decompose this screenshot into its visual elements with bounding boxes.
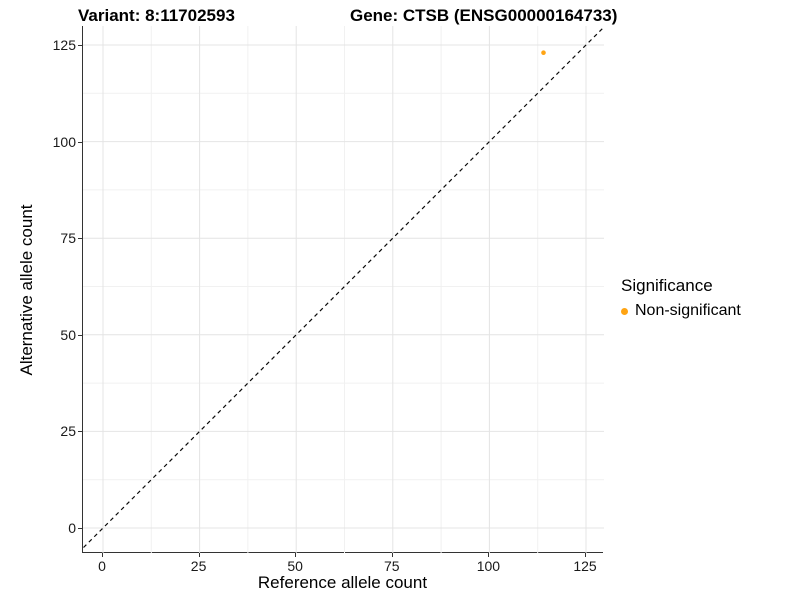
x-axis-title: Reference allele count (257, 573, 428, 592)
y-tick-mark (78, 141, 82, 143)
x-tick-label: 75 (384, 558, 400, 574)
y-tick-mark (78, 45, 82, 46)
plot-panel (82, 26, 604, 553)
x-tick-mark (198, 553, 200, 557)
legend: Significance Non-significant (621, 276, 741, 320)
gene-title: Gene: CTSB (ENSG00000164733) (350, 6, 618, 25)
y-tick-mark (78, 334, 82, 336)
scatter-plot-canvas (83, 26, 604, 553)
x-tick-label: 25 (190, 558, 207, 574)
x-tick-label: 100 (476, 558, 501, 574)
x-tick-mark (391, 553, 393, 557)
y-tick-label: 25 (60, 423, 76, 440)
legend-item: Non-significant (621, 302, 741, 320)
legend-title: Significance (621, 276, 713, 295)
data-point (541, 50, 546, 56)
y-tick-label: 0 (68, 520, 76, 536)
x-tick-mark (488, 553, 490, 557)
y-tick-label: 125 (52, 37, 76, 53)
x-tick-mark (585, 553, 586, 557)
x-tick-label: 125 (573, 558, 597, 574)
y-axis-title: Alternative allele count (17, 204, 36, 376)
x-tick-mark (295, 553, 297, 557)
y-tick-mark (78, 238, 82, 240)
identity-reference-line (83, 26, 604, 549)
y-tick-label: 50 (60, 326, 76, 343)
y-tick-label: 100 (52, 133, 76, 150)
y-tick-mark (78, 431, 82, 433)
x-tick-label: 50 (287, 558, 303, 574)
legend-item-label: Non-significant (635, 302, 741, 319)
variant-title: Variant: 8:11702593 (78, 6, 235, 25)
legend-items: Non-significant (621, 302, 741, 320)
y-tick-label: 75 (60, 230, 76, 247)
legend-point-icon (621, 307, 628, 315)
x-tick-label: 0 (98, 558, 106, 574)
x-tick-mark (102, 553, 103, 557)
y-tick-mark (78, 528, 82, 529)
